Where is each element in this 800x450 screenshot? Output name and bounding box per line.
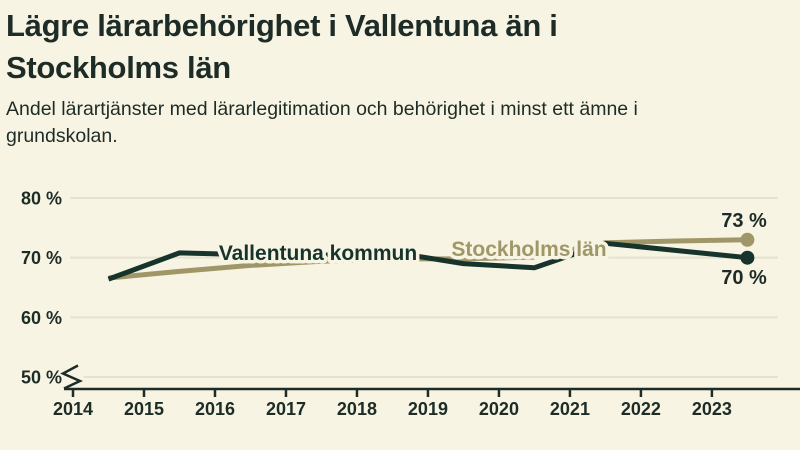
- series-line-vallentuna-kommun: [107, 240, 748, 282]
- x-tick-label-2019: 2019: [408, 399, 448, 419]
- y-tick-label-50: 50 %: [21, 368, 62, 388]
- series-end-dot-vallentuna-kommun: [740, 250, 755, 265]
- y-tick-label-70: 70 %: [21, 248, 62, 268]
- chart-title: Lägre lärarbehörighet i Vallentuna än i …: [6, 8, 558, 85]
- x-tick-label-2022: 2022: [621, 399, 661, 419]
- x-tick-label-2020: 2020: [479, 399, 519, 419]
- x-tick-label-2021: 2021: [550, 399, 590, 419]
- end-value-label-stockholms-lan: 73 %: [721, 210, 767, 232]
- x-tick-label-2023: 2023: [692, 399, 732, 419]
- series-label-vallentuna-kommun: Vallentuna kommun: [219, 242, 417, 265]
- x-tick-label-2015: 2015: [124, 399, 164, 419]
- x-tick-label-2017: 2017: [266, 399, 306, 419]
- y-axis-break-icon: [60, 364, 84, 390]
- x-tick-label-2014: 2014: [53, 399, 93, 419]
- x-tick-label-2016: 2016: [195, 399, 235, 419]
- y-tick-label-80: 80 %: [21, 189, 62, 209]
- series-label-stockholms-lan: Stockholms län: [451, 238, 606, 261]
- chart-subtitle: Andel lärartjänster med lärarlegitimatio…: [6, 98, 638, 147]
- x-tick-label-2018: 2018: [337, 399, 377, 419]
- series-lines: [107, 237, 748, 282]
- y-axis-labels: 50 % 60 % 70 % 80 %: [21, 189, 62, 388]
- series-end-dot-stockholms-l-n: [740, 232, 755, 247]
- gridlines: [70, 197, 778, 378]
- end-value-label-vallentuna-kommun: 70 %: [721, 267, 767, 289]
- y-tick-label-60: 60 %: [21, 308, 62, 328]
- x-axis-labels: 2014 2015 2016 2017 2018 2019 2020 2021 2022 2023: [53, 399, 732, 419]
- x-axis-ticks: [71, 389, 714, 397]
- series-end-dots: [740, 232, 755, 265]
